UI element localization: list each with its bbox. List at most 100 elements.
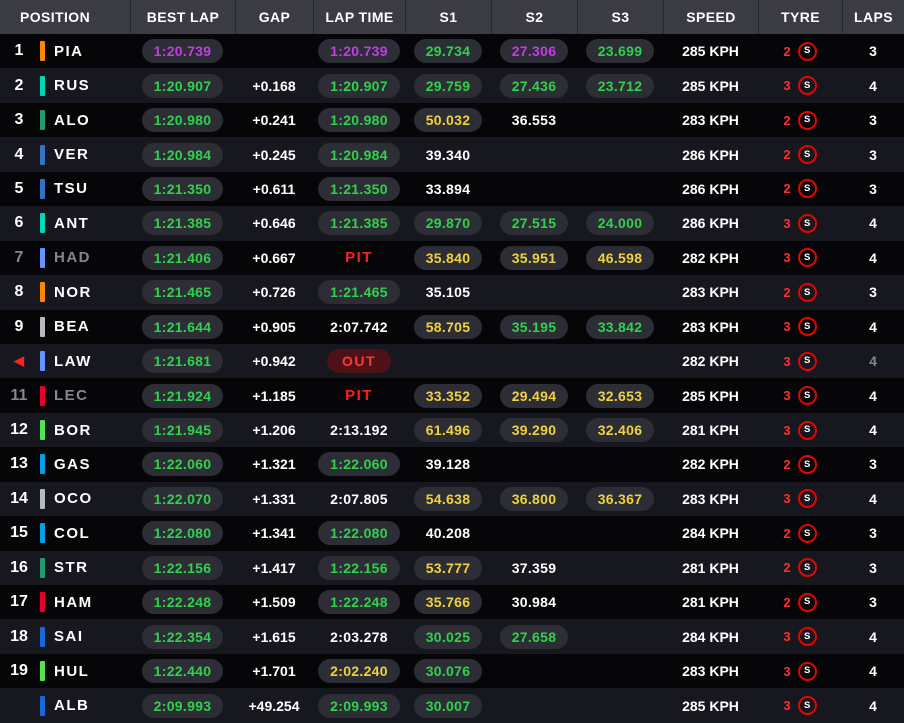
table-row[interactable]: 2 RUS 1:20.907 +0.168 1:20.907 29.759 27…	[0, 68, 904, 103]
sector1-time: 58.705	[413, 314, 483, 339]
position-cell: 18 SAI	[0, 619, 130, 653]
position-number: 8	[14, 283, 24, 301]
speed-value: 286 KPH	[682, 215, 739, 232]
gap-value: +1.331	[252, 490, 296, 507]
position-number: 12	[10, 421, 28, 439]
laps-count: 3	[869, 559, 877, 576]
lap-time: OUT	[327, 349, 391, 374]
team-color-bar	[40, 385, 45, 406]
speed-value: 283 KPH	[682, 112, 739, 129]
position-cell: 16 STR	[0, 551, 130, 585]
soft-tyre-icon: S	[797, 627, 817, 647]
lap-time: 2:02.240	[318, 659, 400, 684]
tyre-stint-count: 2	[783, 594, 791, 610]
speed-value: 284 KPH	[682, 628, 739, 645]
lap-time: 2:07.805	[330, 490, 388, 507]
tyre-stint-count: 3	[783, 663, 791, 679]
table-row[interactable]: 7 HAD 1:21.406 +0.667 PIT 35.840 35.951 …	[0, 240, 904, 276]
lap-time-cell: 2:13.192	[313, 413, 405, 447]
team-color-bar	[40, 75, 45, 96]
sector3-time: 36.367	[585, 486, 655, 511]
tyre-cell: 2 S	[758, 103, 842, 137]
gap-value: +0.611	[252, 180, 296, 197]
table-row[interactable]: 11 LEC 1:21.924 +1.185 PIT 33.352 29.494…	[0, 378, 904, 413]
team-color-bar	[40, 488, 45, 509]
laps-count: 4	[869, 77, 877, 94]
driver-code: COL	[54, 524, 91, 542]
driver-code: BOR	[54, 421, 92, 439]
driver-code: PIA	[54, 42, 84, 60]
best-lap-time: 1:20.739	[141, 39, 224, 64]
table-row[interactable]: 15 COL 1:22.080 +1.341 1:22.080 40.208 2…	[0, 516, 904, 551]
driver-code: STR	[54, 559, 89, 577]
table-row[interactable]: 9 BEA 1:21.644 +0.905 2:07.742 58.705 35…	[0, 309, 904, 344]
table-row[interactable]: 14 OCO 1:22.070 +1.331 2:07.805 54.638 3…	[0, 481, 904, 517]
table-row[interactable]: 6 ANT 1:21.385 +0.646 1:21.385 29.870 27…	[0, 206, 904, 241]
table-row[interactable]: 17 HAM 1:22.248 +1.509 1:22.248 35.766 3…	[0, 585, 904, 620]
driver-code: SAI	[54, 628, 84, 646]
column-header-gap: GAP	[235, 0, 313, 34]
table-row[interactable]: 5 TSU 1:21.350 +0.611 1:21.350 33.894 28…	[0, 171, 904, 207]
table-row[interactable]: 13 GAS 1:22.060 +1.321 1:22.060 39.128 2…	[0, 447, 904, 482]
driver-code: HAD	[54, 249, 91, 267]
gap-cell: +1.341	[235, 516, 313, 550]
best-lap-time: 1:20.907	[141, 73, 224, 98]
sector2-cell: 30.984	[491, 585, 577, 619]
sector1-cell: 35.766	[405, 585, 491, 619]
table-row[interactable]: 3 ALO 1:20.980 +0.241 1:20.980 50.032 36…	[0, 102, 904, 138]
driver-code: BEA	[54, 318, 91, 336]
lap-time-cell: OUT	[313, 344, 405, 378]
speed-cell: 285 KPH	[663, 688, 758, 722]
team-color-bar	[40, 213, 45, 234]
team-color-bar	[40, 316, 45, 337]
sector3-time: 23.699	[585, 39, 655, 64]
gap-value: +1.509	[252, 594, 296, 611]
sector2-cell: 36.553	[491, 103, 577, 137]
tyre-cell: 2 S	[758, 551, 842, 585]
table-row[interactable]: 18 SAI 1:22.354 +1.615 2:03.278 30.025 2…	[0, 619, 904, 654]
table-row[interactable]: 19 HUL 1:22.440 +1.701 2:02.240 30.076 2…	[0, 653, 904, 689]
sector3-time: 24.000	[585, 211, 655, 236]
lap-time: 1:21.350	[318, 176, 400, 201]
position-cell: 7 HAD	[0, 241, 130, 275]
table-row[interactable]: 4 VER 1:20.984 +0.245 1:20.984 39.340 28…	[0, 137, 904, 172]
table-row[interactable]: 8 NOR 1:21.465 +0.726 1:21.465 35.105 28…	[0, 275, 904, 310]
soft-tyre-icon: S	[797, 317, 817, 337]
soft-tyre-icon: S	[797, 454, 817, 474]
best-lap-cell: 1:20.984	[130, 137, 235, 171]
gap-cell: +1.615	[235, 619, 313, 653]
position-number: 14	[10, 489, 28, 507]
laps-cell: 3	[842, 516, 904, 550]
speed-cell: 286 KPH	[663, 206, 758, 240]
tyre-cell: 2 S	[758, 585, 842, 619]
laps-count: 3	[869, 43, 877, 60]
driver-code: TSU	[54, 180, 89, 198]
sector3-cell: 36.367	[577, 482, 663, 516]
sector3-cell: 23.699	[577, 34, 663, 68]
speed-cell: 281 KPH	[663, 585, 758, 619]
gap-value: +1.417	[252, 559, 296, 576]
gap-cell: +1.206	[235, 413, 313, 447]
table-row[interactable]: ◀ LAW 1:21.681 +0.942 OUT 282 KPH 3 S 4	[0, 343, 904, 379]
tyre-cell: 2 S	[758, 275, 842, 309]
best-lap-time: 1:21.644	[141, 314, 224, 339]
table-row[interactable]: 16 STR 1:22.156 +1.417 1:22.156 53.777 3…	[0, 550, 904, 585]
laps-count: 4	[869, 422, 877, 439]
laps-cell: 4	[842, 241, 904, 275]
laps-count: 3	[869, 525, 877, 542]
speed-cell: 283 KPH	[663, 482, 758, 516]
position-number: 6	[14, 214, 24, 232]
gap-cell: +1.701	[235, 654, 313, 688]
column-header-s2: S2	[491, 0, 577, 34]
table-row[interactable]: 1 PIA 1:20.739 1:20.739 29.734 27.306 23…	[0, 34, 904, 69]
table-row[interactable]: ALB 2:09.993 +49.254 2:09.993 30.007 285…	[0, 688, 904, 723]
sector2-cell: 27.306	[491, 34, 577, 68]
table-row[interactable]: 12 BOR 1:21.945 +1.206 2:13.192 61.496 3…	[0, 412, 904, 448]
sector1-time: 30.007	[413, 693, 483, 718]
position-number: 17	[10, 593, 28, 611]
column-header-lap-time: LAP TIME	[313, 0, 405, 34]
position-cell: 6 ANT	[0, 206, 130, 240]
speed-cell: 282 KPH	[663, 241, 758, 275]
sector1-cell: 39.128	[405, 447, 491, 481]
